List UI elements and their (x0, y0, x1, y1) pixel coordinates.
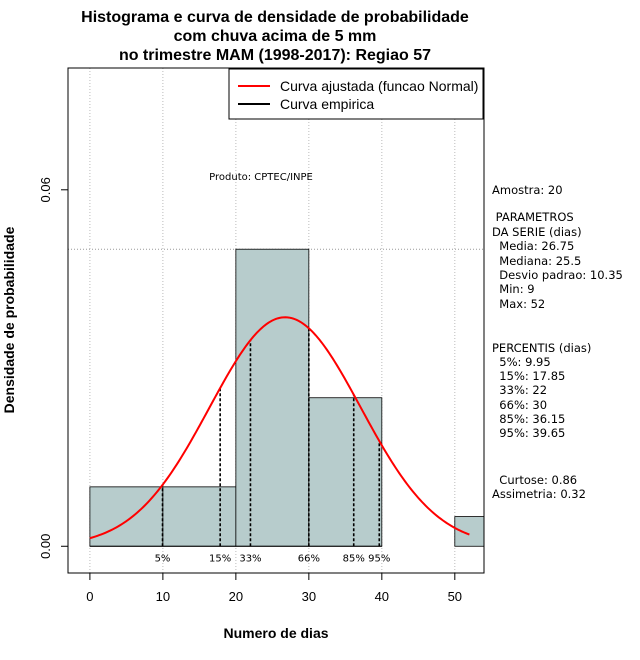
stat-p66: 66%: 30 (492, 398, 547, 412)
stat-max: Max: 52 (492, 297, 545, 311)
legend: Curva ajustada (funcao Normal) Curva emp… (228, 68, 484, 120)
normal-curve-path (89, 316, 470, 540)
x-tick-label-10: 10 (156, 589, 170, 604)
y-axis-title: Densidade de probabilidade (1, 226, 17, 413)
stat-params-subheading: DA SERIE (dias) (492, 225, 582, 239)
stat-mean: Media: 26.75 (492, 239, 574, 253)
x-tick-label-0: 0 (86, 589, 93, 604)
stat-sample-size: Amostra: 20 (492, 183, 563, 197)
percentile-label-1: 15% (209, 553, 231, 564)
x-tick-label-20: 20 (229, 589, 243, 604)
stat-p5: 5%: 9.95 (492, 355, 551, 369)
stat-p33: 33%: 22 (492, 383, 547, 397)
stat-std-dev: Desvio padrao: 10.35 (492, 268, 623, 282)
stat-p15: 15%: 17.85 (492, 369, 565, 383)
histogram-bar-1 (162, 486, 237, 547)
stat-params-heading: PARAMETROS (492, 210, 574, 224)
stat-p85: 85%: 36.15 (492, 412, 565, 426)
stat-median: Mediana: 25.5 (492, 254, 581, 268)
stat-min: Min: 9 (492, 282, 535, 296)
percentile-lines: 5% 15% 33% 66% 85% 95% (155, 328, 390, 564)
stat-percentiles-heading: PERCENTIS (dias) (492, 341, 591, 355)
y-tick-label-0: 0.00 (38, 534, 53, 559)
histogram-bar-0 (89, 486, 164, 547)
percentile-label-2: 33% (239, 553, 261, 564)
chart-title-line-3: no trimestre MAM (1998-2017): Regiao 57 (119, 47, 431, 64)
chart-title-line-2: com chuva acima de 5 mm (174, 28, 377, 45)
percentile-label-4: 85% (343, 553, 365, 564)
stat-skewness: Assimetria: 0.32 (492, 487, 586, 501)
percentile-label-5: 95% (368, 553, 390, 564)
legend-box (228, 68, 484, 120)
percentile-label-3: 66% (298, 553, 320, 564)
plot-frame (67, 67, 485, 574)
stat-p95: 95%: 39.65 (492, 426, 565, 440)
legend-label-empirical-curve: Curva empirica (280, 96, 374, 112)
percentile-label-0: 5% (155, 553, 171, 564)
normal-curve (89, 316, 470, 540)
chart-title-line-1: Histograma e curva de densidade de proba… (81, 9, 469, 26)
stat-kurtosis: Curtose: 0.86 (492, 473, 577, 487)
x-axis-title: Numero de dias (223, 625, 328, 641)
histogram-bar-5 (454, 516, 485, 547)
histogram-bar-2 (235, 248, 310, 547)
x-tick-label-30: 30 (302, 589, 316, 604)
product-annotation: Produto: CPTEC/INPE (209, 172, 313, 183)
y-tick-label-1: 0.06 (38, 177, 53, 202)
x-tick-label-40: 40 (375, 589, 389, 604)
stats-panel: Amostra: 20 PARAMETROS DA SERIE (dias) M… (492, 183, 623, 501)
legend-label-fitted-curve: Curva ajustada (funcao Normal) (280, 78, 478, 94)
histogram-bar-3 (308, 397, 383, 547)
x-tick-label-50: 50 (448, 589, 462, 604)
